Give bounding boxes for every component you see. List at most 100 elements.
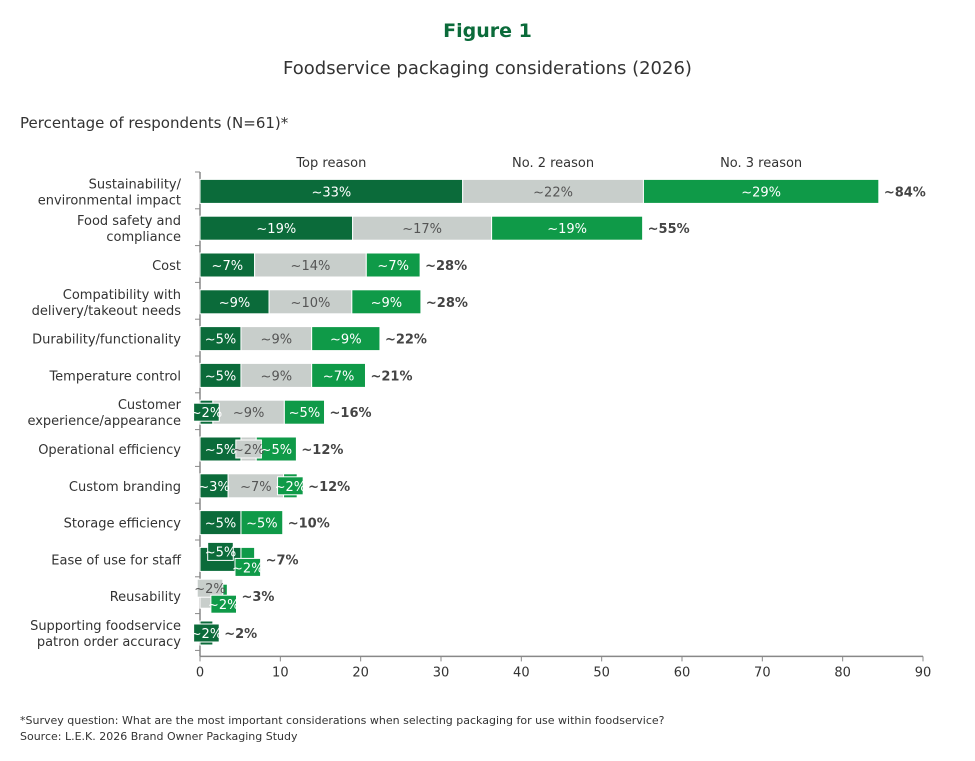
x-tick-label: 50 [593,665,610,680]
survey-footnote: *Survey question: What are the most impo… [20,714,665,727]
data-label-box [277,476,304,496]
x-tick-label: 60 [674,665,691,680]
data-label: ~9% [233,406,265,421]
data-label: ~19% [547,222,587,237]
category-label: Operational efficiency [38,443,181,458]
data-label-box [235,439,262,459]
data-label: ~2% [208,598,240,613]
data-label: ~5% [205,545,237,560]
total-label: ~28% [425,259,467,274]
bar-segment [283,399,326,425]
category-label: patron order accuracy [37,635,181,650]
category-label: delivery/takeout needs [32,304,182,319]
bar-segment [199,326,242,352]
total-label: ~21% [370,369,412,384]
category-label: environmental impact [38,193,181,208]
data-label: ~7% [377,259,409,274]
category-label: Reusability [110,590,182,605]
total-label: ~10% [288,517,330,532]
legend-label: Top reason [295,156,366,171]
category-label: Compatibility with [63,288,181,303]
bar-segment [642,178,880,204]
chart-subtitle: Percentage of respondents (N=61)* [20,114,289,132]
data-label: ~9% [219,296,251,311]
category-label: compliance [106,230,181,245]
bar-segment [199,436,242,462]
data-label: ~9% [330,333,362,348]
data-label: ~7% [212,259,244,274]
data-label: ~29% [741,185,781,200]
bar-segment [352,215,493,241]
total-label: ~16% [330,406,372,421]
x-tick-label: 20 [352,665,369,680]
data-label: ~3% [198,480,230,495]
bar-segment [240,510,284,536]
data-label-box [234,557,262,577]
data-label: ~5% [246,517,278,532]
data-label: ~2% [233,443,265,458]
total-label: ~22% [385,333,427,348]
data-label-box [193,402,220,422]
bar-segment [311,362,366,388]
bar-segment [351,289,422,315]
category-label: Durability/functionality [32,333,181,348]
bar-segment [365,252,421,278]
data-label: ~5% [289,406,321,421]
x-tick-label: 80 [834,665,851,680]
data-label: ~10% [291,296,331,311]
category-label: Sustainability/ [89,177,182,192]
category-label: Cost [152,259,181,274]
x-tick-label: 30 [433,665,450,680]
total-label: ~12% [301,443,343,458]
total-label: ~28% [426,296,468,311]
bar-segment [199,289,270,315]
data-label: ~2% [191,627,223,642]
data-label-box [196,578,224,598]
legend-label: No. 3 reason [720,156,802,171]
bar-segment [255,436,297,462]
x-tick-label: 90 [915,665,932,680]
data-label: ~2% [275,480,307,495]
category-label: Custom branding [69,480,181,495]
chart-title: Foodservice packaging considerations (20… [283,58,692,79]
bar-segment [240,362,313,388]
data-label: ~22% [533,185,573,200]
data-label-box [210,594,237,614]
data-label: ~17% [402,222,442,237]
data-label-box [207,541,234,561]
category-label: Supporting foodservice [30,619,181,634]
data-label: ~7% [240,480,272,495]
total-label: ~55% [648,222,690,237]
bar-segment [199,252,256,278]
bar-segment [240,326,313,352]
category-label: Ease of use for staff [51,553,182,568]
data-label: ~7% [323,369,355,384]
bar-segment [199,178,464,204]
figure-label: Figure 1 [443,20,532,42]
total-label: ~12% [308,480,350,495]
data-label: ~33% [311,185,351,200]
data-label: ~5% [205,369,237,384]
data-label: ~5% [205,333,237,348]
x-tick-label: 10 [272,665,289,680]
category-label: Storage efficiency [64,517,182,532]
data-label: ~2% [194,582,226,597]
category-label: experience/appearance [27,414,181,429]
total-label: ~3% [241,590,274,605]
bar-segment [311,326,381,352]
category-label: Temperature control [48,369,181,384]
bar-segment [212,399,285,425]
data-label: ~2% [191,406,223,421]
data-label: ~5% [205,517,237,532]
bar-segment [491,215,644,241]
data-label: ~9% [371,296,403,311]
data-label: ~19% [256,222,296,237]
bar-segment [199,362,242,388]
x-tick-label: 70 [754,665,771,680]
total-label: ~84% [884,185,926,200]
x-tick-label: 40 [513,665,530,680]
data-label: ~9% [261,333,293,348]
data-label: ~14% [291,259,331,274]
